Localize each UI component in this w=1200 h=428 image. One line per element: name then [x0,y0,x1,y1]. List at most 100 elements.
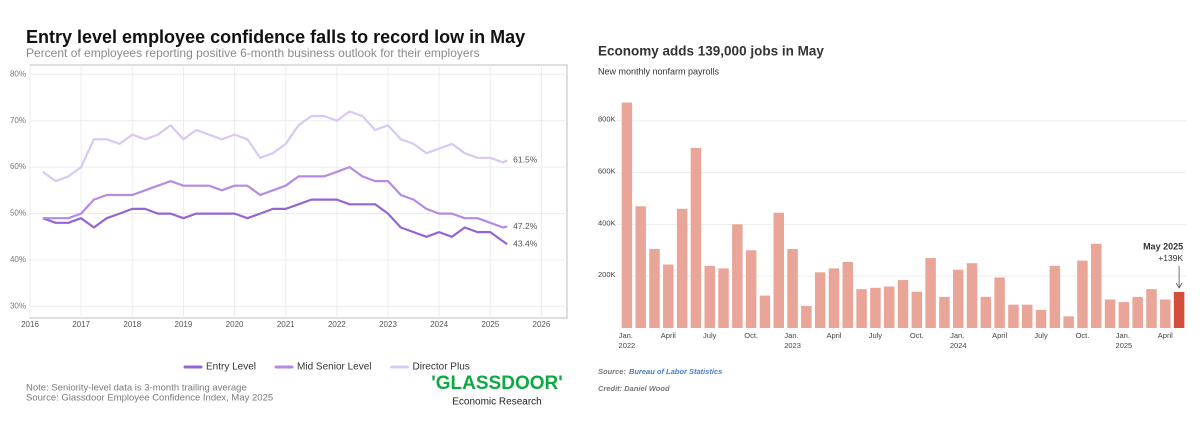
x-tick-label-line: Jan. [950,331,966,340]
x-tick-label: April [826,331,841,340]
chart-title: Entry level employee confidence falls to… [26,27,525,47]
source: Bureau of Labor Statistics [629,367,722,376]
bar [1146,289,1157,328]
logo-subtitle: Economic Research [452,397,541,408]
bar [870,287,881,328]
bar [939,296,950,328]
end-label: 61.5% [513,154,538,164]
chart-subtitle: Percent of employees reporting positive … [26,46,480,60]
x-tick-label: 2020 [226,320,244,329]
bar [621,102,633,328]
x-tick-label: April [992,331,1007,340]
end-label: 43.4% [513,238,538,248]
series-line [42,198,508,246]
bar [814,272,826,328]
x-tick-label-line: Jan. [619,331,635,340]
x-tick-label: Jan. 2022 [619,331,636,350]
bar [732,224,743,328]
y-tick-label: 80% [10,69,26,78]
bar [980,296,992,328]
annotation-arrowhead [1175,282,1183,289]
x-tick-label: 2023 [379,320,397,329]
x-tick-label: July [1034,331,1048,340]
x-tick-label-line: Oct. [744,331,758,340]
plot-area [29,64,568,319]
bar [676,208,688,328]
x-tick-label-line: 2025 [1116,341,1133,350]
x-tick-label-line: 2023 [784,341,801,350]
bar [952,269,964,328]
bar [1091,243,1102,328]
legend-label: Director Plus [413,362,470,373]
x-tick-label-line: April [826,331,841,340]
chart-title: Economy adds 139,000 jobs in May [598,44,824,59]
bar [1160,299,1171,328]
x-tick-label: 2022 [328,320,346,329]
x-tick-label: 2024 [430,320,448,329]
logo: 'GLASSDOOR' [431,373,563,394]
y-tick-label: 400K [598,218,616,227]
x-tick-label: Oct. [744,331,758,340]
bar [1077,260,1088,328]
bar [690,147,702,328]
source: Source: Glassdoor Employee Confidence In… [26,393,273,404]
x-tick-label-line: July [869,331,883,340]
y-tick-label: 60% [10,162,26,171]
bar [1173,291,1185,328]
chart-subtitle: New monthly nonfarm payrolls [598,66,720,76]
y-tick-label: 40% [10,255,26,264]
y-tick-label: 800K [598,115,616,124]
legend-label: Entry Level [206,362,256,373]
x-tick-label: 2018 [123,320,141,329]
bar [842,261,854,328]
x-tick-label: Jan. 2024 [950,331,967,350]
bar [1035,309,1047,328]
end-label: 47.2% [513,221,538,231]
bar [787,248,798,328]
legend-label: Mid Senior Level [297,362,371,373]
bar [883,286,895,328]
y-tick-label: 50% [10,209,26,218]
series-line [42,166,508,229]
bar [718,268,729,328]
x-tick-label: 2021 [277,320,295,329]
bar [994,277,1005,328]
bar [759,295,771,328]
bar [925,258,936,328]
bar [828,268,840,328]
x-tick-label-line: 2024 [950,341,967,350]
annotation-label: +139K [1158,253,1183,263]
bar [1021,304,1033,328]
x-tick-label: Jan. 2025 [1116,331,1133,350]
x-tick-label: 2019 [175,320,193,329]
bar [966,263,978,328]
x-tick-label: Jan. 2023 [784,331,801,350]
x-tick-label: 2016 [21,320,39,329]
x-tick-label-line: April [1158,331,1173,340]
y-tick-label: 200K [598,270,616,279]
x-tick-label: 2026 [533,320,551,329]
bar [649,248,660,328]
bar [897,280,909,328]
bar [1104,299,1116,328]
note: Note: Seniority-level data is 3-month tr… [26,383,247,394]
x-tick-label: Oct. [910,331,924,340]
x-tick-label-line: Oct. [1076,331,1090,340]
bar [801,305,812,328]
bar [1063,316,1074,328]
x-tick-label-line: 2022 [619,341,636,350]
x-tick-label: July [869,331,883,340]
x-tick-label-line: July [1034,331,1048,340]
x-tick-label-line: July [703,331,717,340]
y-tick-label: 600K [598,167,616,176]
y-tick-label: 30% [10,302,26,311]
x-tick-label-line: April [992,331,1007,340]
x-tick-label-line: Jan. [784,331,800,340]
x-tick-label: April [1158,331,1173,340]
bar [1118,302,1130,328]
bar [635,206,646,328]
y-tick-label: 70% [10,116,26,125]
x-tick-label-line: April [661,331,676,340]
bar [773,212,785,328]
